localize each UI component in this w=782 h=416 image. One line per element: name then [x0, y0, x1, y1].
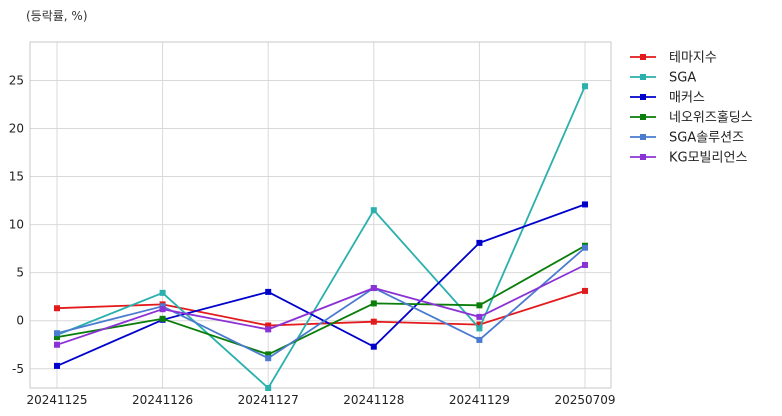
data-point: [265, 326, 272, 333]
data-point: [265, 351, 272, 358]
series-line: [56, 85, 586, 390]
legend-label: SGA솔루션즈: [669, 131, 744, 146]
series-line: [56, 247, 586, 360]
series-line: [56, 264, 586, 346]
legend-marker: [640, 94, 646, 100]
legend-label: SGA: [669, 71, 696, 86]
data-point: [54, 330, 60, 337]
data-point: [159, 289, 166, 296]
data-point: [265, 385, 272, 391]
data-point: [370, 300, 377, 307]
series-2: [54, 201, 588, 369]
x-tick-label: 20241128: [343, 393, 404, 407]
legend-item: SGA솔루션즈: [630, 131, 744, 146]
data-point: [370, 285, 377, 292]
x-tick-label: 20241126: [132, 393, 193, 407]
legend-item: 매커스: [630, 91, 705, 106]
legend-marker: [640, 114, 646, 120]
data-point: [582, 244, 588, 251]
y-tick-label: 20: [9, 122, 24, 136]
series-line: [56, 203, 586, 367]
data-point: [582, 201, 588, 208]
data-point: [582, 261, 588, 268]
legend-label: 네오위즈홀딩스: [669, 111, 753, 126]
data-point: [476, 302, 483, 309]
x-tick-label: 20241125: [26, 393, 87, 407]
y-tick-label: 15: [9, 170, 24, 184]
legend-label: 테마지수: [669, 51, 717, 66]
data-point: [476, 321, 483, 328]
data-point: [476, 313, 483, 320]
y-tick-label: 0: [16, 314, 24, 328]
plot-frame: [29, 41, 612, 389]
series-group: [54, 83, 588, 391]
data-point: [54, 305, 60, 312]
legend-marker: [640, 154, 646, 160]
y-tick-label: 10: [9, 218, 24, 232]
series-line: [56, 245, 586, 356]
data-point: [370, 207, 377, 214]
y-tick-label: 25: [9, 73, 24, 87]
legend-label: 매커스: [669, 91, 705, 106]
series-5: [54, 261, 588, 348]
data-point: [476, 336, 483, 343]
data-point: [370, 318, 377, 325]
data-point: [582, 83, 588, 90]
x-tick-label: 20250709: [554, 393, 615, 407]
data-point: [476, 239, 483, 246]
legend-item: 테마지수: [630, 51, 717, 66]
data-point: [265, 322, 272, 329]
series-1: [54, 83, 588, 391]
data-point: [265, 288, 272, 295]
x-axis: 20241125 20241126 20241127 20241128 20241129…: [26, 393, 615, 407]
data-point: [265, 355, 272, 362]
y-tick-label: -5: [12, 362, 24, 376]
data-point: [370, 343, 377, 350]
data-point: [54, 334, 60, 341]
legend-marker: [640, 134, 646, 140]
legend-item: SGA: [630, 71, 696, 86]
data-point: [159, 306, 166, 313]
data-point: [54, 341, 60, 348]
legend-item: 네오위즈홀딩스: [630, 111, 753, 126]
legend-marker: [640, 74, 646, 80]
y-tick-label: 5: [16, 266, 24, 280]
data-point: [159, 315, 166, 322]
data-point: [54, 362, 60, 369]
y-axis: -5 0 5 10 15 20 25: [9, 73, 24, 375]
unit-label: (등락률, %): [26, 9, 88, 23]
x-tick-label: 20241127: [238, 393, 299, 407]
legend-item: KG모빌리언스: [630, 151, 747, 166]
grid-lines: [30, 42, 611, 388]
data-point: [582, 287, 588, 294]
legend-label: KG모빌리언스: [669, 151, 747, 166]
legend-marker: [640, 54, 646, 60]
data-point: [476, 325, 483, 332]
x-tick-label: 20241129: [449, 393, 510, 407]
